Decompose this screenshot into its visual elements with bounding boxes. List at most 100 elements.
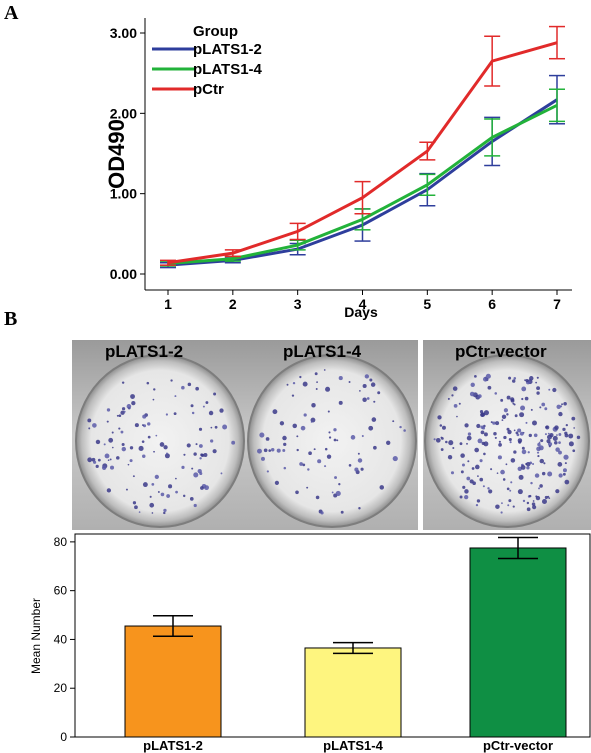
colony-dot bbox=[190, 404, 194, 408]
colony-dot bbox=[435, 437, 441, 443]
colony-dot bbox=[283, 466, 287, 470]
colony-dot bbox=[485, 373, 491, 379]
colony-dot bbox=[453, 403, 458, 408]
colony-dot bbox=[103, 443, 106, 446]
colony-dot bbox=[506, 427, 510, 431]
colony-dot bbox=[480, 430, 485, 435]
colony-dot bbox=[535, 381, 538, 384]
colony-dot bbox=[501, 419, 504, 422]
colony-dot bbox=[399, 425, 402, 429]
colony-dot bbox=[198, 427, 203, 431]
colony-dot bbox=[571, 416, 576, 421]
colony-dot bbox=[556, 434, 558, 436]
colony-dot bbox=[121, 407, 126, 411]
colony-dot bbox=[498, 440, 501, 443]
colony-dot bbox=[506, 487, 510, 491]
colony-dot bbox=[129, 446, 134, 450]
colony-dot bbox=[508, 499, 512, 503]
colony-dot bbox=[210, 426, 213, 429]
colony-dot bbox=[186, 443, 191, 448]
colony-dot bbox=[527, 451, 530, 454]
colony-dot bbox=[541, 471, 546, 476]
colony-dot bbox=[149, 502, 155, 508]
colony-dot bbox=[163, 511, 166, 515]
colony-dot bbox=[536, 451, 540, 454]
colony-dot bbox=[132, 475, 135, 478]
colony-dot bbox=[317, 459, 322, 464]
colony-dot bbox=[222, 424, 228, 430]
colony-dot bbox=[493, 432, 497, 436]
colony-dot bbox=[483, 441, 489, 447]
x-tick-label: pLATS1-2 bbox=[143, 738, 203, 753]
colony-dot bbox=[121, 443, 125, 447]
colony-dot bbox=[120, 430, 124, 434]
colony-dot bbox=[208, 410, 214, 416]
colony-dot bbox=[231, 440, 236, 445]
colony-dot bbox=[476, 423, 481, 429]
colony-dot bbox=[154, 474, 159, 479]
colony-dot bbox=[362, 397, 367, 402]
bar-plats1-4 bbox=[304, 647, 402, 738]
colony-dot bbox=[536, 446, 541, 452]
colony-dot bbox=[460, 453, 465, 458]
colony-dot bbox=[282, 435, 287, 441]
colony-dot bbox=[474, 374, 477, 378]
colony-dot bbox=[295, 490, 299, 495]
panel-letter-a: A bbox=[4, 2, 19, 24]
colony-dot bbox=[338, 376, 343, 381]
legend-label: pCtr bbox=[193, 81, 224, 98]
y-tick-label: 20 bbox=[54, 681, 68, 695]
colony-dot bbox=[108, 437, 114, 443]
colony-dot bbox=[556, 404, 561, 409]
colony-dot bbox=[533, 433, 538, 438]
colony-dot bbox=[106, 420, 109, 423]
colony-dot bbox=[564, 462, 567, 465]
colony-dot bbox=[326, 454, 332, 459]
colony-dot bbox=[203, 452, 208, 458]
colony-dot bbox=[118, 414, 122, 418]
colony-dot bbox=[563, 401, 567, 406]
colony-dot bbox=[447, 397, 450, 400]
colony-dot bbox=[537, 454, 540, 458]
colony-dot bbox=[373, 445, 377, 450]
colony-dot bbox=[272, 409, 278, 415]
colony-dot bbox=[496, 472, 499, 474]
legend-label: pLATS1-2 bbox=[193, 41, 262, 58]
colony-dot bbox=[87, 457, 93, 463]
colony-dot bbox=[517, 428, 522, 433]
colony-dot bbox=[359, 390, 361, 392]
colony-dot bbox=[324, 447, 328, 451]
colony-dot bbox=[195, 386, 199, 391]
colony-dot bbox=[354, 467, 359, 472]
colony-dot bbox=[501, 502, 503, 505]
colony-dot bbox=[311, 403, 316, 408]
colony-dot bbox=[191, 467, 194, 470]
colony-dot bbox=[479, 410, 484, 414]
colony-dot bbox=[548, 445, 551, 448]
colony-dot bbox=[538, 441, 541, 444]
colony-dot bbox=[313, 448, 316, 451]
colony-dot bbox=[159, 442, 165, 447]
colony-dot bbox=[539, 484, 543, 488]
colony-dot bbox=[170, 379, 173, 382]
colony-dot bbox=[512, 379, 516, 383]
colony-dot bbox=[545, 425, 548, 429]
colony-dot bbox=[199, 457, 202, 460]
colony-dot bbox=[475, 503, 479, 507]
colony-dot bbox=[547, 432, 550, 435]
colony-dot bbox=[279, 421, 285, 426]
colony-dot bbox=[320, 511, 324, 515]
colony-dot bbox=[348, 380, 351, 383]
colony-dot bbox=[123, 410, 126, 413]
colony-dot bbox=[467, 432, 472, 436]
colony-dot bbox=[324, 465, 327, 468]
colony-dot bbox=[166, 452, 168, 455]
colony-dot bbox=[532, 462, 535, 465]
colony-dot bbox=[525, 462, 528, 465]
colony-dot bbox=[138, 511, 141, 513]
colony-dot bbox=[548, 388, 551, 391]
colony-dot bbox=[303, 413, 307, 417]
y-tick-label: 0 bbox=[60, 730, 67, 744]
colony-dot bbox=[300, 425, 306, 431]
colony-dot bbox=[450, 471, 455, 475]
